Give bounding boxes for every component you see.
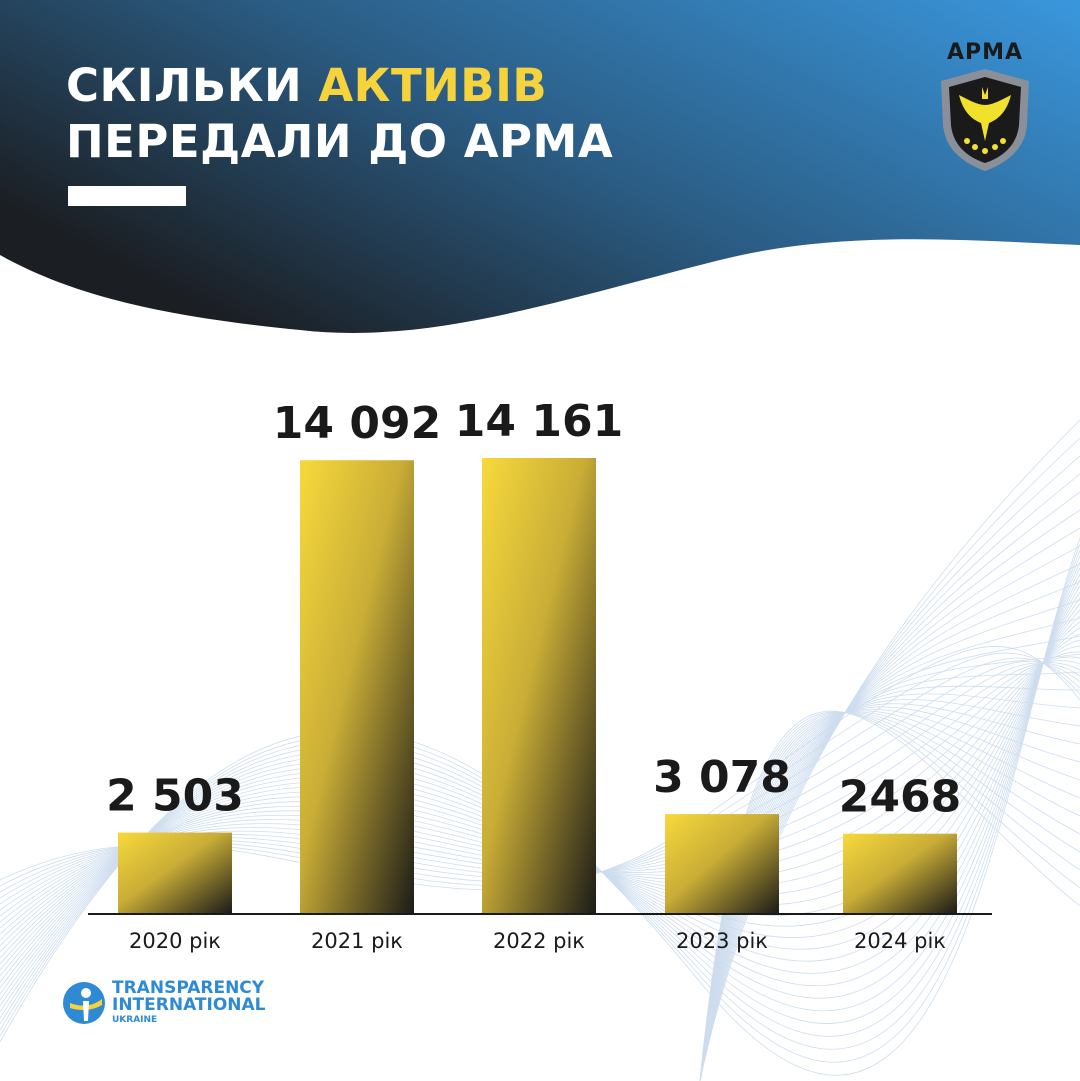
wave-line bbox=[0, 591, 1080, 989]
category-label: 2023 рік bbox=[676, 929, 768, 953]
wave-line bbox=[0, 656, 1080, 923]
wave-line bbox=[0, 645, 1080, 935]
bar-2023 bbox=[665, 814, 779, 913]
wave-line bbox=[0, 537, 1080, 1076]
value-label: 2468 bbox=[839, 772, 961, 823]
wave-line bbox=[0, 543, 1080, 1063]
wave-line bbox=[0, 651, 1080, 929]
decorative-wave-lines bbox=[0, 419, 1080, 1081]
bar-2024 bbox=[843, 833, 957, 913]
bar-2022 bbox=[482, 458, 596, 913]
wave-line bbox=[0, 567, 1080, 1013]
ti-line1: TRANSPARENCY bbox=[112, 978, 265, 998]
wave-line bbox=[0, 561, 1080, 1024]
value-label: 14 161 bbox=[455, 396, 623, 447]
title-highlight: АКТИВІВ bbox=[318, 59, 548, 112]
wave-line bbox=[0, 639, 1080, 941]
title-underline bbox=[68, 186, 186, 206]
bar-2020 bbox=[118, 832, 232, 913]
transparency-international-logo: TRANSPARENCY INTERNATIONAL UKRAINE bbox=[62, 980, 266, 1026]
value-label: 3 078 bbox=[653, 752, 791, 803]
arma-shield-icon bbox=[941, 69, 1029, 171]
category-label: 2020 рік bbox=[129, 929, 221, 953]
bar-2021 bbox=[300, 460, 414, 913]
wave-line bbox=[0, 579, 1080, 1001]
ti-globe-icon bbox=[63, 982, 105, 1024]
wave-line bbox=[0, 627, 1080, 953]
wave-line bbox=[0, 597, 1080, 983]
category-label: 2021 рік bbox=[311, 929, 403, 953]
title-line1: СКІЛЬКИ bbox=[66, 59, 319, 112]
arma-logo-text: АРМА bbox=[946, 40, 1024, 65]
ti-line3: UKRAINE bbox=[112, 1015, 158, 1025]
value-label: 14 092 bbox=[273, 398, 441, 449]
header-background bbox=[0, 0, 1080, 333]
category-label: 2022 рік bbox=[493, 929, 585, 953]
arma-logo: АРМА bbox=[930, 40, 1040, 177]
value-label: 2 503 bbox=[106, 771, 244, 822]
ti-line2: INTERNATIONAL bbox=[112, 995, 266, 1015]
page-title: СКІЛЬКИ АКТИВІВ ПЕРЕДАЛИ ДО АРМА bbox=[66, 58, 613, 170]
wave-line bbox=[0, 573, 1080, 1007]
category-label: 2024 рік bbox=[854, 929, 946, 953]
title-line2: ПЕРЕДАЛИ ДО АРМА bbox=[66, 115, 614, 168]
wave-line bbox=[0, 549, 1080, 1050]
wave-line bbox=[0, 555, 1080, 1037]
wave-line bbox=[0, 633, 1080, 947]
